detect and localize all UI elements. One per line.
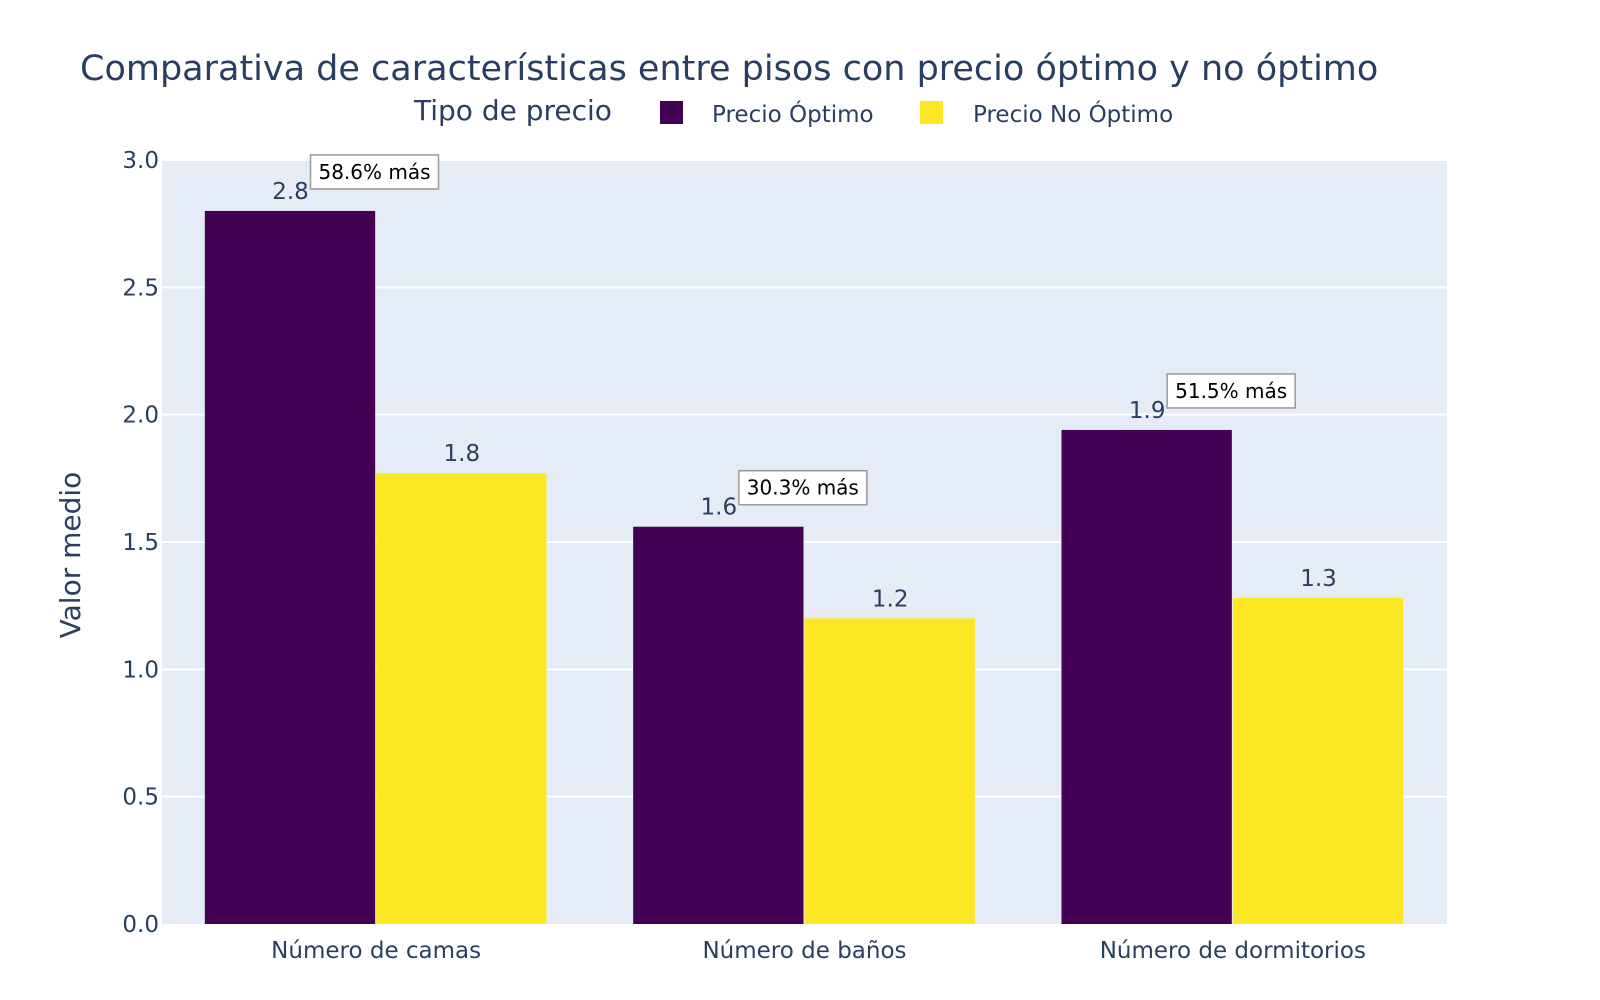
bar-value-label: 1.9 (1129, 398, 1166, 424)
bars (204, 210, 1404, 924)
x-tick-label: Número de dormitorios (1100, 938, 1366, 964)
bar-value-label: 1.6 (701, 495, 738, 521)
bar (204, 210, 376, 924)
y-tick-label: 2.5 (122, 275, 159, 301)
bar-value-label: 2.8 (272, 179, 309, 205)
y-axis-ticks: 0.0 0.5 1.0 1.5 2.0 2.5 3.0 (122, 148, 159, 938)
legend-swatch (920, 101, 943, 124)
legend-label: Precio Óptimo (712, 100, 874, 128)
legend-swatch (660, 101, 683, 124)
legend: Tipo de precio Precio Óptimo Precio No Óp… (413, 94, 1173, 128)
bar (633, 526, 804, 924)
chart-title: Comparativa de características entre pis… (80, 49, 1378, 89)
bar (804, 618, 975, 924)
bar-value-label: 1.3 (1300, 566, 1337, 592)
annotation-box (738, 469, 868, 506)
annotation-text: 58.6% más (318, 160, 430, 184)
bar-value-label: 1.2 (872, 586, 909, 612)
bar-labels: 2.8 1.8 1.6 1.2 1.9 1.3 (272, 179, 1337, 612)
x-tick-label: Número de baños (702, 938, 906, 964)
x-axis-ticks: Número de camas Número de baños Número de … (271, 938, 1366, 964)
legend-label: Precio No Óptimo (973, 100, 1173, 128)
x-tick-label: Número de camas (271, 938, 481, 964)
annotation-box (1166, 373, 1296, 409)
annotation-text: 51.5% más (1175, 379, 1287, 403)
y-tick-label: 0.0 (122, 912, 159, 938)
y-tick-label: 2.0 (122, 403, 159, 429)
bar (1232, 598, 1404, 924)
y-tick-label: 1.5 (122, 530, 159, 556)
annotation-box (309, 154, 440, 190)
bar (1061, 429, 1232, 924)
annotations: 58.6% más 30.3% más 51.5% más (309, 154, 1296, 506)
annotation-text: 30.3% más (747, 476, 859, 500)
legend-title: Tipo de precio (413, 94, 612, 127)
bar-value-label: 1.8 (444, 441, 481, 467)
bar (376, 473, 547, 924)
y-axis-title: Valor medio (54, 472, 87, 639)
y-tick-label: 0.5 (122, 785, 159, 811)
y-tick-label: 3.0 (122, 148, 159, 174)
y-tick-label: 1.0 (122, 657, 159, 683)
